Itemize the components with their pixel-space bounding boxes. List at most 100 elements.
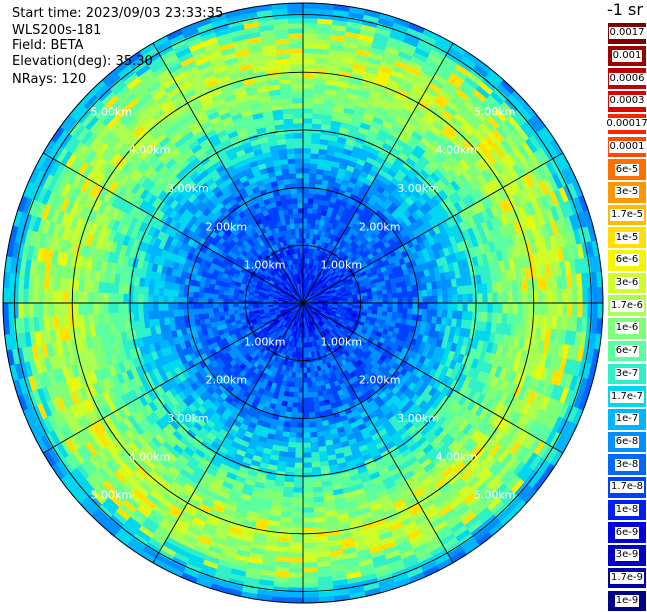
heatmap-cell bbox=[308, 208, 313, 213]
heatmap-cell bbox=[548, 303, 553, 316]
heatmap-cell bbox=[442, 288, 448, 296]
heatmap-cell bbox=[437, 288, 443, 296]
heatmap-cell bbox=[373, 299, 378, 303]
heatmap-cell bbox=[293, 483, 303, 488]
heatmap-cell bbox=[303, 423, 310, 428]
heatmap-cell bbox=[292, 508, 303, 513]
heatmap-cell bbox=[303, 588, 318, 593]
heatmap-cell bbox=[303, 168, 310, 173]
heatmap-cell bbox=[308, 403, 314, 408]
heatmap-cell bbox=[293, 493, 303, 498]
heatmap-cell bbox=[294, 388, 299, 393]
heatmap-cell bbox=[383, 299, 388, 303]
heatmap-cell bbox=[378, 295, 383, 300]
heatmap-cell bbox=[378, 303, 383, 307]
heatmap-cell bbox=[368, 303, 373, 307]
heatmap-cell bbox=[398, 308, 403, 314]
heatmap-cell bbox=[558, 289, 563, 303]
heatmap-cell bbox=[303, 453, 311, 458]
heatmap-cell bbox=[303, 548, 316, 553]
heatmap-cell bbox=[303, 138, 312, 143]
heatmap-cell bbox=[295, 443, 303, 448]
heatmap-cell bbox=[303, 468, 312, 473]
heatmap-cell bbox=[303, 98, 314, 103]
heatmap-cell bbox=[303, 18, 318, 23]
heatmap-cell bbox=[473, 303, 478, 312]
heatmap-cell bbox=[303, 38, 317, 43]
heatmap-cell bbox=[423, 303, 428, 310]
heatmap-cell bbox=[518, 303, 523, 315]
heatmap-cell bbox=[303, 538, 316, 543]
heatmap-cell bbox=[308, 393, 313, 398]
heatmap-cell bbox=[568, 289, 573, 303]
heatmap-cell bbox=[296, 438, 303, 443]
heatmap-cell bbox=[382, 290, 388, 295]
heatmap-cell bbox=[294, 468, 303, 473]
heatmap-cell bbox=[307, 388, 312, 393]
heatmap-cell bbox=[412, 309, 417, 315]
heatmap-cell bbox=[538, 290, 543, 303]
heatmap-cell bbox=[303, 463, 312, 468]
heatmap-cell bbox=[588, 303, 593, 318]
heatmap-cell bbox=[303, 473, 312, 478]
heatmap-cell bbox=[298, 393, 303, 398]
heatmap-cell bbox=[518, 292, 523, 304]
heatmap-cell bbox=[310, 427, 317, 433]
heatmap-cell bbox=[303, 53, 316, 58]
heatmap-cell bbox=[303, 373, 307, 378]
heatmap-cell bbox=[373, 295, 378, 299]
heatmap-cell bbox=[513, 303, 518, 314]
heatmap-cell bbox=[303, 123, 312, 128]
heatmap-cell bbox=[452, 287, 458, 295]
heatmap-cell bbox=[303, 83, 315, 88]
heatmap-cell bbox=[303, 593, 318, 598]
heatmap-cell bbox=[373, 303, 378, 307]
heatmap-cell bbox=[303, 193, 309, 198]
heatmap-cell bbox=[303, 403, 309, 408]
heatmap-cell bbox=[408, 303, 413, 309]
heatmap-cell bbox=[297, 413, 303, 418]
heatmap-cell bbox=[312, 387, 317, 393]
heatmap-cell bbox=[309, 422, 316, 428]
heatmap-cell bbox=[363, 296, 368, 300]
heatmap-cell bbox=[543, 303, 548, 316]
heatmap-cell bbox=[303, 63, 316, 68]
heatmap-cell bbox=[290, 422, 297, 428]
heatmap-cell bbox=[303, 203, 308, 208]
heatmap-cell bbox=[438, 303, 443, 310]
heatmap-cell bbox=[303, 158, 311, 163]
heatmap-cell bbox=[303, 483, 313, 488]
heatmap-cell bbox=[303, 518, 315, 523]
heatmap-cell bbox=[407, 292, 412, 298]
heatmap-cell bbox=[303, 438, 310, 443]
heatmap-cell bbox=[447, 287, 453, 295]
heatmap-cell bbox=[303, 448, 311, 453]
heatmap-cell bbox=[303, 108, 313, 113]
heatmap-cell bbox=[307, 383, 312, 388]
heatmap-cell bbox=[398, 293, 403, 299]
heatmap-cell bbox=[303, 393, 308, 398]
heatmap-cell bbox=[598, 303, 603, 319]
heatmap-cell bbox=[298, 403, 304, 408]
heatmap-cell bbox=[393, 293, 398, 298]
heatmap-cell bbox=[310, 432, 317, 438]
heatmap-cell bbox=[303, 508, 314, 513]
heatmap-cell bbox=[303, 198, 309, 203]
heatmap-cell bbox=[292, 513, 303, 518]
heatmap-cell bbox=[309, 407, 315, 412]
heatmap-cell bbox=[303, 433, 310, 438]
heatmap-cell bbox=[498, 303, 503, 314]
heatmap-cell bbox=[288, 442, 296, 448]
heatmap-cell bbox=[442, 310, 448, 318]
heatmap-cell bbox=[528, 303, 533, 315]
heatmap-cell bbox=[573, 303, 578, 317]
heatmap-cell bbox=[388, 294, 393, 299]
heatmap-cell bbox=[508, 292, 513, 303]
heatmap-cell bbox=[303, 178, 310, 183]
heatmap-cell bbox=[403, 292, 408, 298]
heatmap-cell bbox=[310, 158, 318, 164]
heatmap-cell bbox=[303, 428, 310, 433]
heatmap-cell bbox=[583, 288, 588, 303]
heatmap-cell bbox=[310, 437, 318, 443]
heatmap-cell bbox=[311, 452, 319, 458]
